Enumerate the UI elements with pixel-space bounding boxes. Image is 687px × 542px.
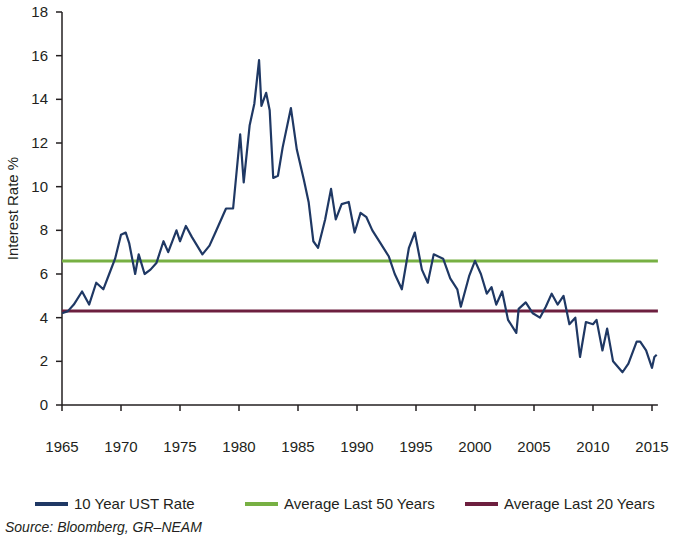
y-tick-label: 16 bbox=[31, 47, 48, 64]
x-tick bbox=[415, 405, 417, 411]
series-line bbox=[62, 60, 657, 372]
x-tick-label: 1975 bbox=[163, 438, 196, 455]
x-tick-label: 1990 bbox=[340, 438, 373, 455]
y-tick bbox=[56, 142, 62, 144]
x-axis bbox=[62, 404, 658, 406]
legend-label: Average Last 20 Years bbox=[504, 495, 655, 512]
y-axis bbox=[61, 12, 63, 405]
y-tick bbox=[56, 230, 62, 232]
legend-swatch bbox=[465, 502, 498, 506]
x-tick bbox=[533, 405, 535, 411]
y-tick-label: 14 bbox=[31, 90, 48, 107]
x-tick-label: 2005 bbox=[517, 438, 550, 455]
x-tick bbox=[238, 405, 240, 411]
y-tick bbox=[56, 317, 62, 319]
x-tick bbox=[474, 405, 476, 411]
plot-lines bbox=[62, 60, 658, 372]
y-tick-label: 18 bbox=[31, 3, 48, 20]
y-tick bbox=[56, 361, 62, 363]
y-tick bbox=[56, 273, 62, 275]
x-tick bbox=[120, 405, 122, 411]
x-tick bbox=[297, 405, 299, 411]
x-tick-label: 2015 bbox=[635, 438, 668, 455]
y-tick-label: 4 bbox=[40, 309, 48, 326]
chart: 0 2 4 6 8 10 12 14 16 18 1965 1970 1975 1980 1985 1990 1… bbox=[0, 0, 687, 542]
y-tick bbox=[56, 55, 62, 57]
x-tick-label: 2010 bbox=[576, 438, 609, 455]
y-tick-label: 6 bbox=[40, 265, 48, 282]
y-tick-label: 10 bbox=[31, 178, 48, 195]
y-tick-label: 0 bbox=[40, 396, 48, 413]
x-tick bbox=[651, 405, 653, 411]
source-note: Source: Bloomberg, GR–NEAM bbox=[5, 519, 202, 535]
y-tick bbox=[56, 404, 62, 406]
legend-swatch bbox=[245, 502, 278, 506]
x-tick bbox=[592, 405, 594, 411]
legend-label: Average Last 50 Years bbox=[284, 495, 435, 512]
legend-label: 10 Year UST Rate bbox=[74, 495, 195, 512]
y-tick-label: 2 bbox=[40, 352, 48, 369]
y-tick bbox=[56, 11, 62, 13]
x-tick-label: 1965 bbox=[45, 438, 78, 455]
x-tick-label: 1995 bbox=[399, 438, 432, 455]
x-tick bbox=[179, 405, 181, 411]
legend-swatch bbox=[35, 502, 68, 506]
x-tick bbox=[356, 405, 358, 411]
y-tick bbox=[56, 186, 62, 188]
x-tick-label: 1970 bbox=[104, 438, 137, 455]
x-tick-label: 1980 bbox=[222, 438, 255, 455]
x-tick-label: 2000 bbox=[458, 438, 491, 455]
y-tick-label: 8 bbox=[40, 221, 48, 238]
y-tick bbox=[56, 99, 62, 101]
x-tick-label: 1985 bbox=[281, 438, 314, 455]
series-line bbox=[62, 310, 658, 313]
series-line bbox=[62, 259, 658, 262]
x-tick bbox=[61, 405, 63, 411]
y-axis-label: Interest Rate % bbox=[4, 157, 21, 260]
y-tick-label: 12 bbox=[31, 134, 48, 151]
